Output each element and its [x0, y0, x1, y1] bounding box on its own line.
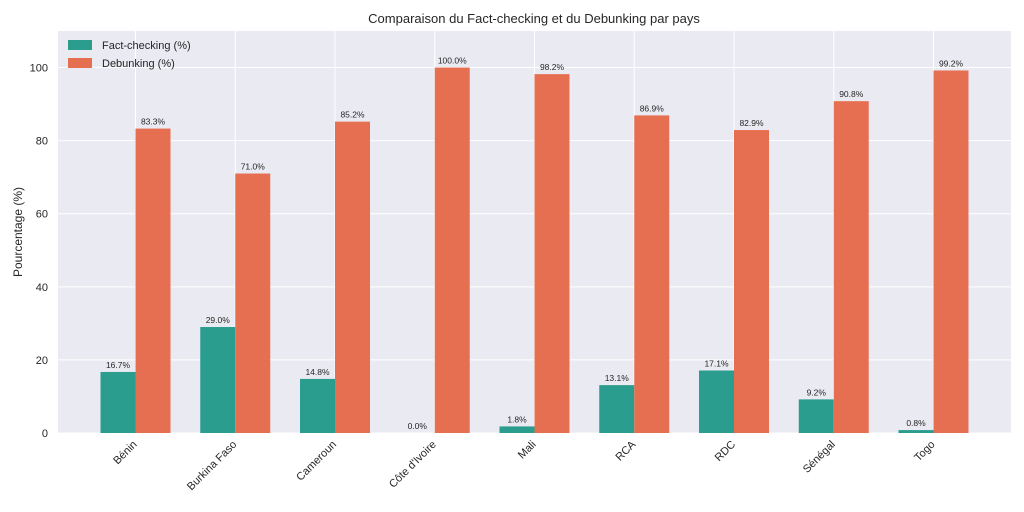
- y-axis-label: Pourcentage (%): [11, 187, 25, 277]
- debunking-value-label: 83.3%: [141, 117, 166, 127]
- fact-checking-bar: [599, 385, 635, 433]
- debunking-value-label: 98.2%: [540, 62, 565, 72]
- debunking-value-label: 90.8%: [839, 89, 864, 99]
- y-tick-label: 60: [36, 209, 48, 221]
- chart-title: Comparaison du Fact-checking et du Debun…: [368, 11, 700, 26]
- fact-checking-value-label: 9.2%: [807, 387, 827, 397]
- debunking-bar: [734, 130, 769, 433]
- debunking-bar: [434, 67, 470, 433]
- debunking-bar: [235, 173, 271, 433]
- debunking-bar: [534, 74, 570, 434]
- fact-checking-bar: [100, 371, 136, 433]
- debunking-bar: [634, 115, 670, 434]
- fact-checking-bar: [798, 399, 834, 433]
- y-tick-label: 0: [42, 428, 48, 440]
- legend-label: Fact-checking (%): [102, 40, 191, 52]
- debunking-value-label: 82.9%: [739, 118, 764, 128]
- fact-checking-value-label: 14.8%: [305, 367, 330, 377]
- debunking-bar: [335, 121, 370, 434]
- fact-checking-value-label: 1.8%: [507, 414, 527, 424]
- fact-checking-bar: [200, 327, 236, 433]
- y-tick-label: 20: [36, 355, 48, 367]
- debunking-value-label: 71.0%: [241, 162, 266, 172]
- y-tick-label: 40: [36, 282, 48, 294]
- debunking-value-label: 100.0%: [438, 56, 467, 66]
- debunking-value-label: 86.9%: [640, 103, 665, 113]
- legend: Fact-checking (%) Debunking (%): [68, 40, 191, 70]
- y-tick-label: 80: [36, 136, 48, 148]
- fact-checking-bar: [499, 426, 535, 433]
- fact-checking-value-label: 29.0%: [206, 315, 231, 325]
- debunking-value-label: 99.2%: [939, 58, 964, 68]
- y-axis-ticks: 0 20 40 60 80 100: [30, 63, 48, 440]
- bar-labels: 16.7% 29.0% 14.8% 0.0% 1.8% 13.1% 17.1% 9.2% 0.8…: [106, 56, 964, 431]
- fact-checking-bar: [300, 378, 335, 433]
- fact-checking-value-label: 16.7%: [106, 360, 131, 370]
- legend-swatch: [68, 40, 92, 50]
- fact-checking-value-label: 0.0%: [408, 421, 428, 431]
- bars: [100, 67, 969, 434]
- fact-checking-value-label: 17.1%: [704, 359, 729, 369]
- legend-swatch: [68, 58, 92, 68]
- debunking-bar: [135, 128, 171, 434]
- fact-checking-value-label: 0.8%: [906, 418, 926, 428]
- legend-label: Debunking (%): [102, 58, 175, 70]
- debunking-bar: [933, 70, 969, 434]
- debunking-value-label: 85.2%: [340, 110, 365, 120]
- fact-checking-bar: [898, 430, 934, 433]
- y-tick-label: 100: [30, 63, 48, 75]
- debunking-bar: [833, 101, 869, 434]
- fact-checking-value-label: 13.1%: [605, 373, 630, 383]
- fact-checking-bar: [699, 370, 734, 433]
